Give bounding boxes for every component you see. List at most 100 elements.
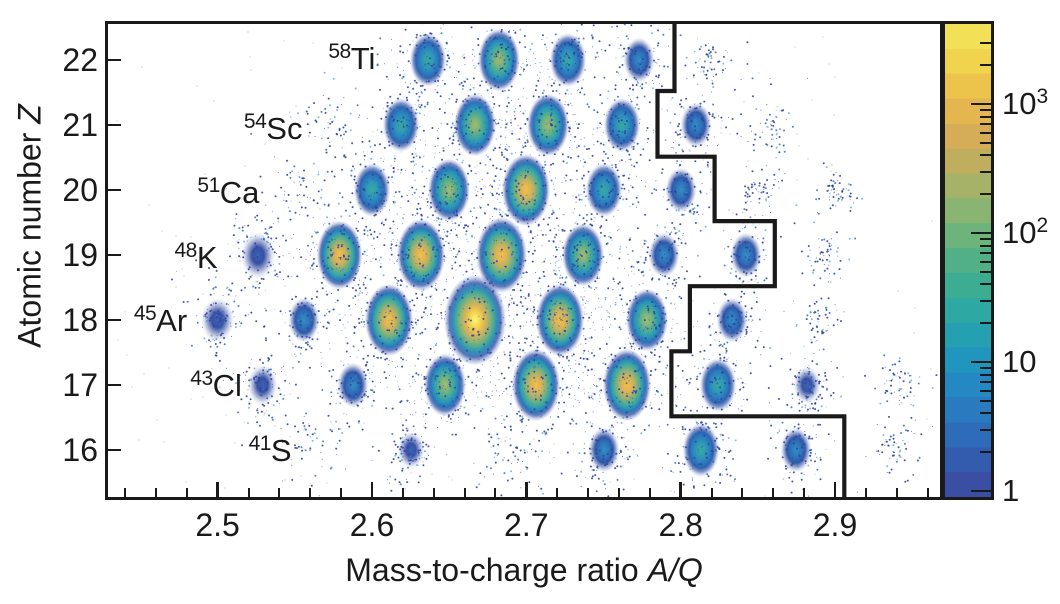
y-axis-tick	[108, 58, 121, 61]
x-axis-minor-tick	[926, 488, 929, 497]
x-axis-major-tick	[525, 482, 528, 497]
x-axis-title-symbol: A/Q	[647, 552, 703, 588]
colorbar-tick-label: 103	[1002, 85, 1048, 123]
isotope-mass-number: 54	[243, 110, 267, 134]
colorbar-minor-tick	[980, 412, 991, 415]
isotope-element-symbol: Ar	[156, 303, 188, 339]
y-axis-tick-label: 22	[62, 41, 98, 78]
x-axis-minor-tick	[247, 488, 250, 497]
colorbar-minor-tick	[980, 244, 991, 247]
colorbar-minor-tick	[980, 373, 991, 376]
colorbar-tick-label-exponent: 3	[1036, 85, 1049, 108]
colorbar-minor-tick	[980, 299, 991, 302]
gate-main-line	[655, 24, 847, 497]
x-axis-major-tick	[216, 482, 219, 497]
isotope-label: 43Cl	[190, 368, 242, 404]
colorbar-tick-label-base: 10	[1002, 344, 1037, 379]
x-axis-tick-label: 2.8	[658, 507, 703, 543]
colorbar-minor-tick	[980, 366, 991, 369]
colorbar-major-tick	[971, 489, 991, 493]
isotope-mass-number: 43	[190, 366, 213, 390]
plot-area: 58Ti 54Sc 51Ca 48K 45Ar 43Cl 41S	[105, 21, 943, 500]
y-axis-tick-label: 17	[62, 367, 98, 404]
y-axis-tick-label: 20	[62, 171, 98, 208]
isotope-mass-number: 48	[174, 239, 197, 263]
colorbar-minor-tick	[980, 428, 991, 431]
x-axis-minor-tick	[463, 488, 466, 497]
x-axis-minor-tick	[494, 488, 497, 497]
isotope-label: 41S	[249, 433, 292, 469]
x-axis-minor-tick	[401, 488, 404, 497]
isotope-mass-number: 41	[248, 431, 272, 455]
isotope-mass-number: 45	[133, 302, 157, 326]
x-axis-title: Mass-to-charge ratio A/Q	[345, 552, 703, 588]
y-axis-tick	[108, 448, 121, 452]
colorbar-minor-tick	[980, 451, 991, 454]
isotope-label: 45Ar	[134, 303, 187, 339]
x-axis-minor-tick	[309, 488, 312, 497]
colorbar-tick-label-base: 10	[1002, 86, 1037, 121]
colorbar-minor-tick	[980, 270, 991, 273]
colorbar-minor-tick	[980, 283, 991, 286]
colorbar-tick-label-base: 1	[1002, 473, 1020, 508]
colorbar-minor-tick	[980, 252, 991, 254]
x-axis-minor-tick	[895, 488, 898, 497]
y-axis-tick-label: 21	[62, 106, 98, 143]
x-axis-major-tick	[679, 482, 682, 497]
x-axis-minor-tick	[278, 488, 281, 497]
x-axis-minor-tick	[587, 488, 590, 497]
x-axis-tick-label: 2.7	[504, 507, 549, 543]
isotope-element-symbol: Sc	[266, 111, 303, 147]
colorbar-minor-tick	[980, 193, 991, 196]
x-axis-minor-tick	[741, 488, 744, 497]
y-axis-tick	[108, 383, 121, 387]
y-axis-tick	[108, 253, 121, 257]
pid-gate-line	[654, 24, 848, 497]
y-axis-tick	[108, 123, 121, 127]
isotope-mass-number: 51	[197, 173, 220, 197]
colorbar-minor-tick	[980, 64, 991, 67]
y-axis-tick	[108, 188, 121, 192]
x-axis-minor-tick	[154, 488, 157, 497]
x-axis-minor-tick	[803, 488, 806, 497]
x-axis-minor-tick	[617, 488, 620, 497]
colorbar-minor-tick	[980, 131, 991, 134]
isotope-element-symbol: K	[196, 240, 218, 276]
y-axis-tick-label: 18	[62, 302, 98, 338]
colorbar-minor-tick	[980, 108, 991, 111]
isotope-element-symbol: Ca	[219, 174, 260, 210]
isotope-label: 48K	[174, 240, 217, 276]
colorbar-minor-tick	[980, 41, 991, 44]
isotope-label: 51Ca	[197, 175, 259, 211]
y-axis-tick	[108, 318, 121, 322]
colorbar-minor-tick	[980, 170, 991, 173]
y-axis-tick-label: 16	[62, 432, 98, 469]
isotope-element-symbol: Ti	[350, 40, 376, 76]
colorbar-major-tick	[971, 102, 991, 106]
x-axis-minor-tick	[185, 488, 188, 497]
isotope-mass-number: 58	[328, 39, 351, 63]
colorbar-minor-tick	[980, 141, 991, 144]
x-axis-minor-tick	[864, 488, 867, 497]
x-axis-minor-tick	[432, 488, 435, 497]
colorbar-tick-label-base: 10	[1002, 215, 1037, 250]
x-axis-tick-label: 2.5	[195, 507, 240, 543]
colorbar-tick-label: 102	[1002, 214, 1048, 252]
y-axis-tick-label: 19	[62, 237, 98, 273]
colorbar-minor-tick	[980, 381, 991, 383]
x-axis-minor-tick	[648, 488, 651, 497]
colorbar-minor-tick	[980, 237, 991, 240]
colorbar-tick-label: 10	[1002, 343, 1036, 381]
x-axis-minor-tick	[772, 488, 775, 497]
x-axis-tick-label: 2.9	[812, 507, 858, 543]
x-axis-minor-tick	[556, 488, 559, 497]
gate-casing-line	[654, 24, 848, 497]
x-axis-tick-label: 2.6	[349, 507, 395, 543]
x-axis-major-tick	[833, 482, 837, 497]
isotope-label: 58Ti	[328, 41, 375, 77]
colorbar-tick-label: 1	[1002, 472, 1019, 510]
colorbar-major-tick	[971, 231, 991, 235]
colorbar-minor-tick	[980, 260, 991, 263]
colorbar-minor-tick	[980, 389, 991, 392]
colorbar-minor-tick	[980, 322, 991, 325]
